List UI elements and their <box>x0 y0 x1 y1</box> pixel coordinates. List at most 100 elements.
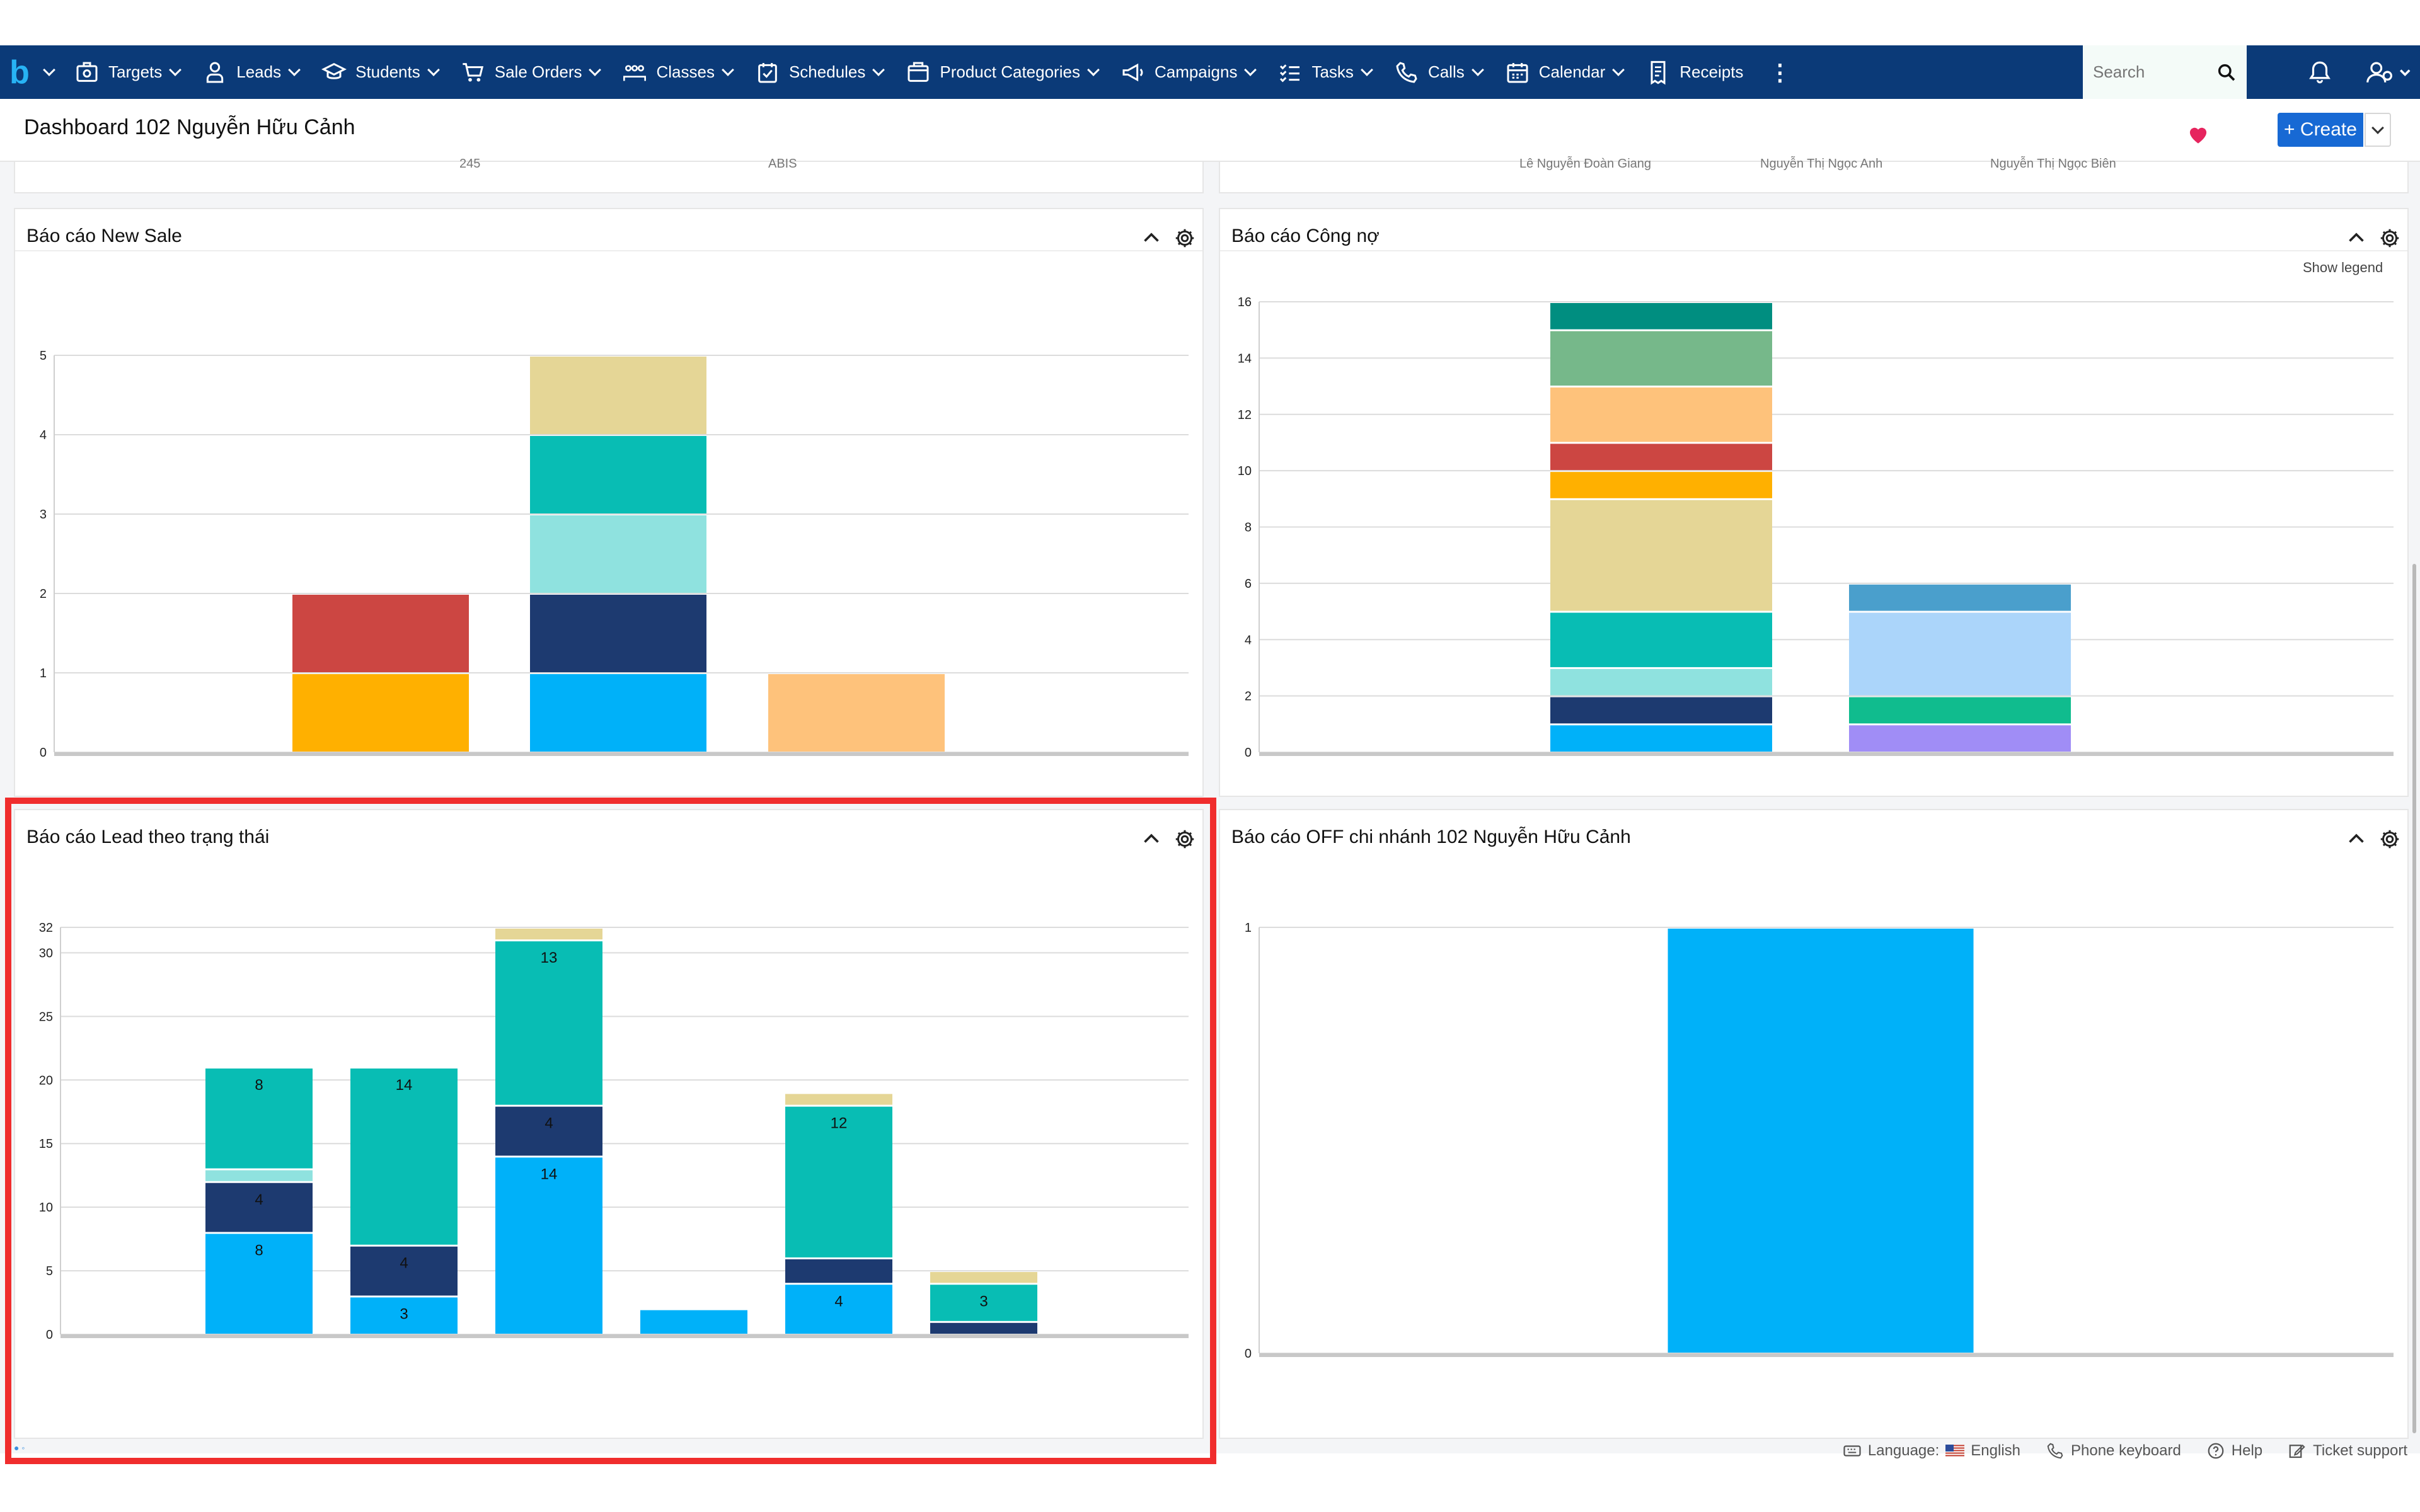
favorite-heart-icon[interactable] <box>2187 124 2210 144</box>
bar-segment[interactable] <box>1550 387 1772 442</box>
cart-icon <box>463 62 483 81</box>
more-menu-icon[interactable]: ⋮ <box>1768 59 1792 85</box>
nav-item-students[interactable]: Students <box>310 45 449 99</box>
vertical-scrollbar[interactable] <box>2412 564 2416 1433</box>
bar-segment[interactable] <box>1550 472 1772 498</box>
nav-item-classes[interactable]: Classes <box>611 45 743 99</box>
search-icon[interactable] <box>2216 62 2237 83</box>
bar-segment[interactable] <box>1550 725 1772 752</box>
y-tick-label: 10 <box>39 1201 53 1215</box>
bar-segment[interactable] <box>1668 929 1974 1353</box>
bar-segment[interactable] <box>1550 500 1772 611</box>
bar-segment[interactable] <box>350 1297 458 1334</box>
lead-icon <box>207 62 224 83</box>
panel-cong-no: Báo cáo Công nợ Show legend 0 2 4 6 8 10 12 14 1… <box>1219 208 2409 797</box>
collapse-chevron-up-icon[interactable] <box>1140 828 1163 850</box>
axis-label: 245 <box>459 157 481 171</box>
chevron-down-icon <box>1471 63 1484 76</box>
bar-segment[interactable] <box>1849 697 2071 724</box>
bar-segment[interactable] <box>495 941 602 1105</box>
bar-segment[interactable] <box>930 1285 1037 1321</box>
bar-segment[interactable] <box>1550 303 1772 329</box>
axis-label: ABIS <box>768 157 797 171</box>
bar-segment[interactable] <box>205 1068 313 1169</box>
bar-segment[interactable] <box>785 1259 892 1283</box>
off-chart: 01 <box>1245 921 2394 1361</box>
lead-status-chart: 0 5 10 15 20 25 30 32 8 4 8 3 4 14 14 4 13 4 12 3 <box>39 921 1189 1342</box>
nav-item-campaigns[interactable]: Campaigns <box>1109 45 1267 99</box>
bar-segment[interactable] <box>1550 331 1772 386</box>
bar-segment[interactable] <box>785 1106 892 1257</box>
nav-item-calendar[interactable]: Calendar <box>1494 45 1635 99</box>
axis-label: Lê Nguyễn Đoàn Giang <box>1519 157 1652 171</box>
bar-segment[interactable] <box>495 1106 602 1156</box>
nav-item-product-categories[interactable]: Product Categories <box>894 45 1109 99</box>
collapse-chevron-up-icon[interactable] <box>2345 828 2368 850</box>
nav-item-targets[interactable]: Targets <box>63 45 191 99</box>
bar-segment[interactable] <box>292 674 469 752</box>
nav-menu: Targets Leads Students Sale Orders Classes Sc… <box>63 45 1754 99</box>
bar-segment[interactable] <box>930 1272 1037 1283</box>
bar-segment[interactable] <box>640 1310 747 1334</box>
bar-segment[interactable] <box>350 1246 458 1296</box>
y-tick-label: 0 <box>1245 1347 1252 1361</box>
bar-segment[interactable] <box>1849 725 2071 752</box>
y-tick-label: 0 <box>1245 746 1252 760</box>
nav-item-receipts[interactable]: Receipts <box>1634 45 1754 99</box>
y-tick-label: 1 <box>40 667 47 680</box>
bar-segment[interactable] <box>1550 668 1772 696</box>
search-box <box>2083 45 2247 99</box>
nav-item-label: Calls <box>1427 62 1465 81</box>
user-settings-icon[interactable] <box>2366 59 2411 86</box>
nav-item-leads[interactable]: Leads <box>191 45 310 99</box>
gear-icon[interactable] <box>1173 828 1196 850</box>
bar-segment[interactable] <box>350 1068 458 1245</box>
notification-bell-icon[interactable] <box>2307 59 2333 86</box>
create-button[interactable]: + Create <box>2278 113 2363 147</box>
bar-segment[interactable] <box>205 1234 313 1334</box>
bar-segment[interactable] <box>530 515 706 593</box>
phone-keyboard-link[interactable]: Phone keyboard <box>2046 1441 2181 1460</box>
y-tick-label: 12 <box>1238 408 1252 422</box>
bar-segment[interactable] <box>785 1094 892 1105</box>
bar-segment[interactable] <box>205 1170 313 1181</box>
bar-segment[interactable] <box>495 929 602 940</box>
gear-icon[interactable] <box>2378 828 2401 850</box>
collapse-chevron-up-icon[interactable] <box>1140 227 1163 249</box>
app-logo[interactable]: b <box>0 45 63 99</box>
show-legend-link[interactable]: Show legend <box>2303 260 2383 275</box>
bar-segment[interactable] <box>530 674 706 752</box>
nav-item-label: Sale Orders <box>494 62 582 81</box>
bar-data-label: 14 <box>541 1166 558 1183</box>
chevron-down-icon <box>288 63 301 76</box>
gear-icon[interactable] <box>2378 227 2401 249</box>
bar-segment[interactable] <box>530 595 706 672</box>
nav-item-schedules[interactable]: Schedules <box>744 45 894 99</box>
nav-item-tasks[interactable]: Tasks <box>1266 45 1382 99</box>
bar-segment[interactable] <box>785 1285 892 1334</box>
bar-segment[interactable] <box>1550 697 1772 724</box>
collapse-chevron-up-icon[interactable] <box>2345 227 2368 249</box>
bar-segment[interactable] <box>930 1322 1037 1334</box>
bar-segment[interactable] <box>205 1183 313 1232</box>
help-link[interactable]: Help <box>2206 1441 2262 1460</box>
gear-icon[interactable] <box>1173 227 1196 249</box>
bar-segment[interactable] <box>1849 584 2071 611</box>
bar-segment[interactable] <box>1849 612 2071 696</box>
nav-item-sale-orders[interactable]: Sale Orders <box>449 45 611 99</box>
nav-item-calls[interactable]: Calls <box>1383 45 1494 99</box>
nav-item-label: Receipts <box>1680 62 1744 81</box>
y-tick-label: 16 <box>1238 295 1252 309</box>
ticket-support-link[interactable]: Ticket support <box>2288 1441 2407 1460</box>
bar-segment[interactable] <box>530 357 706 434</box>
bar-segment[interactable] <box>768 674 945 752</box>
bar-segment[interactable] <box>495 1157 602 1334</box>
nav-item-label: Schedules <box>788 62 866 81</box>
create-dropdown-chevron-icon[interactable] <box>2365 113 2391 147</box>
language-selector[interactable]: Language: English <box>1843 1441 2020 1460</box>
bar-segment[interactable] <box>292 595 469 672</box>
bar-segment[interactable] <box>530 436 706 513</box>
bar-segment[interactable] <box>1550 612 1772 667</box>
bar-segment[interactable] <box>1550 444 1772 471</box>
search-input[interactable] <box>2093 62 2206 82</box>
